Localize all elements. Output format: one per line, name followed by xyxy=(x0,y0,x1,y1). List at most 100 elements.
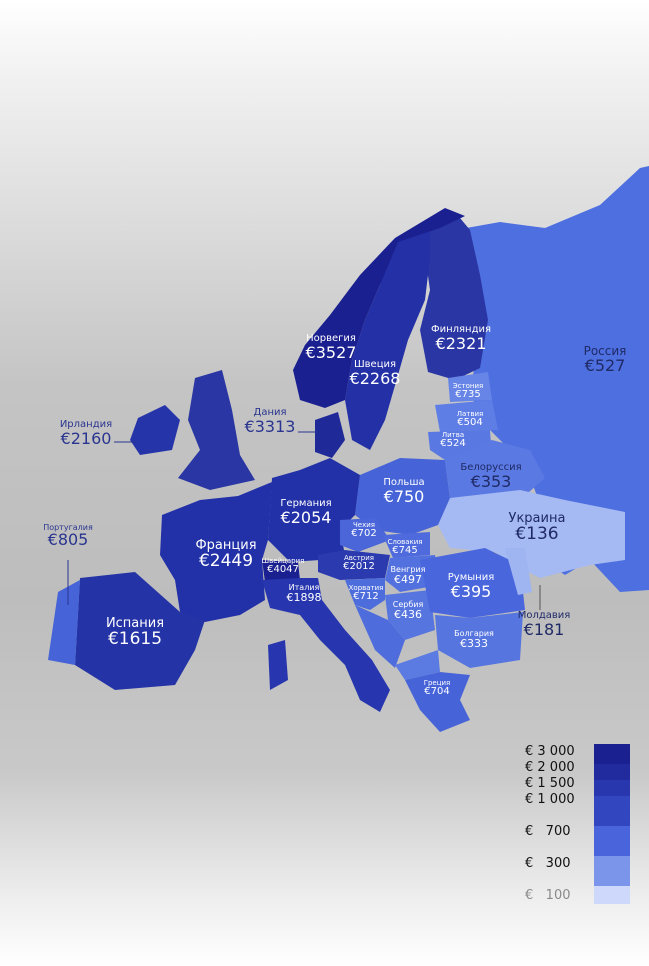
region-romania xyxy=(420,548,525,618)
country-name: Венгрия xyxy=(390,565,426,574)
country-value: €353 xyxy=(470,471,512,491)
label-poland: Польша €750 xyxy=(374,477,434,506)
country-name: Россия xyxy=(583,344,627,358)
label-sweden: Швеция €2268 xyxy=(344,359,406,388)
region-poland xyxy=(355,458,450,535)
region-germany xyxy=(268,458,360,562)
country-name: Литва xyxy=(441,431,465,439)
country-value: €3313 xyxy=(244,416,296,436)
region-sardinia xyxy=(268,640,288,690)
label-france: Франция €2449 xyxy=(188,539,264,570)
legend-label: € 1 000 xyxy=(525,792,575,807)
label-russia: Россия €527 xyxy=(570,345,640,374)
region-moldova xyxy=(505,548,532,595)
country-name: Швеция xyxy=(353,359,397,370)
legend-label: € 300 xyxy=(525,856,571,871)
label-moldova: Молдавия €181 xyxy=(512,610,576,638)
country-name: Латвия xyxy=(456,410,484,418)
country-value: €1898 xyxy=(286,591,322,605)
country-value: €704 xyxy=(424,686,450,698)
label-serbia: Сербия €436 xyxy=(386,600,430,622)
legend-label: € 100 xyxy=(525,888,571,903)
region-greece xyxy=(405,672,470,732)
label-germany: Германия €2054 xyxy=(275,498,337,527)
country-value: €750 xyxy=(383,486,425,506)
country-name: Германия xyxy=(280,498,332,509)
legend-swatch-300 xyxy=(594,856,630,886)
region-sweden xyxy=(345,222,430,450)
country-value: €735 xyxy=(455,389,481,401)
legend: € 3 000 € 2 000 € 1 500 € 1 000 € 700 € … xyxy=(520,742,640,907)
legend-label: € 2 000 xyxy=(525,760,575,775)
country-value: €1615 xyxy=(107,628,163,649)
country-name: Австрия xyxy=(343,554,375,562)
country-value: €2160 xyxy=(60,428,112,448)
country-name: Эстония xyxy=(452,382,484,390)
country-value: €4047 xyxy=(267,564,299,576)
region-croatia xyxy=(345,578,385,610)
label-czechia: Чехия €702 xyxy=(344,521,384,540)
region-slovakia xyxy=(383,532,430,558)
region-estonia xyxy=(448,372,492,402)
country-value: €2449 xyxy=(198,550,254,571)
country-name: Чехия xyxy=(352,521,375,529)
legend-label: € 700 xyxy=(525,824,571,839)
country-value: €702 xyxy=(351,528,377,540)
country-name: Португалия xyxy=(43,523,93,532)
region-balkans-south xyxy=(395,650,440,680)
country-name: Ирландия xyxy=(59,419,113,430)
label-hungary: Венгрия €497 xyxy=(386,565,430,587)
region-austria xyxy=(318,550,390,580)
legend-label: € 3 000 xyxy=(525,744,575,759)
country-value: €712 xyxy=(353,591,379,603)
country-name: Сербия xyxy=(392,600,424,609)
country-name: Украина xyxy=(508,511,566,526)
country-name: Румыния xyxy=(447,572,495,583)
label-switzerland: Швейцария €4047 xyxy=(260,557,306,576)
country-value: €2268 xyxy=(349,368,401,388)
country-name: Франция xyxy=(195,538,257,553)
region-bulgaria xyxy=(435,612,523,668)
country-value: €136 xyxy=(515,523,559,544)
region-finland xyxy=(420,212,488,380)
country-value: €395 xyxy=(450,581,492,601)
country-name: Греция xyxy=(423,679,451,687)
region-italy xyxy=(262,578,390,712)
label-ireland: Ирландия €2160 xyxy=(56,419,116,448)
label-latvia: Латвия €504 xyxy=(450,410,490,429)
country-value: €497 xyxy=(394,573,422,587)
country-value: €333 xyxy=(460,637,488,651)
region-norway xyxy=(293,208,465,408)
label-slovakia: Словакия €745 xyxy=(384,538,426,557)
region-france xyxy=(160,482,272,622)
legend-swatch-3000 xyxy=(594,744,630,764)
legend-swatch-100 xyxy=(594,886,630,904)
country-value: €2054 xyxy=(280,507,332,527)
country-name: Болгария xyxy=(454,629,494,638)
legend-swatch-700 xyxy=(594,826,630,856)
country-name: Италия xyxy=(288,583,320,592)
label-romania: Румыния €395 xyxy=(440,572,502,601)
country-name: Финляндия xyxy=(430,324,492,335)
label-spain: Испания €1615 xyxy=(98,617,172,648)
country-value: €805 xyxy=(47,530,89,550)
country-name: Молдавия xyxy=(517,610,571,621)
label-lithuania: Литва €524 xyxy=(433,431,473,450)
label-bulgaria: Болгария €333 xyxy=(450,629,498,651)
label-denmark: Дания €3313 xyxy=(244,407,296,436)
label-greece: Греция €704 xyxy=(418,679,456,698)
label-finland: Финляндия €2321 xyxy=(425,324,497,352)
region-denmark xyxy=(315,412,345,458)
region-serbia xyxy=(385,590,435,640)
label-italy: Италия €1898 xyxy=(280,583,328,605)
label-norway: Норвегия €3527 xyxy=(300,333,362,362)
country-value: €436 xyxy=(394,608,422,622)
label-belarus: Белоруссия €353 xyxy=(455,462,527,491)
country-name: Белоруссия xyxy=(460,462,522,473)
label-austria: Австрия €2012 xyxy=(338,554,380,573)
country-value: €3527 xyxy=(305,342,357,362)
region-latvia xyxy=(435,400,498,432)
legend-swatch-1500 xyxy=(594,780,630,796)
